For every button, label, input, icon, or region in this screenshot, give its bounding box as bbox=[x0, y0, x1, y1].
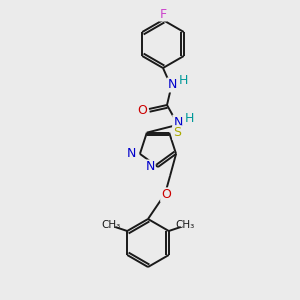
Text: S: S bbox=[173, 126, 181, 139]
Text: O: O bbox=[161, 188, 171, 201]
Text: F: F bbox=[159, 8, 167, 20]
Text: CH₃: CH₃ bbox=[102, 220, 121, 230]
Text: H: H bbox=[178, 74, 188, 88]
Text: N: N bbox=[167, 79, 177, 92]
Text: H: H bbox=[184, 112, 194, 124]
Text: CH₃: CH₃ bbox=[175, 220, 194, 230]
Text: O: O bbox=[137, 103, 147, 116]
Text: N: N bbox=[127, 147, 136, 161]
Text: N: N bbox=[145, 160, 155, 173]
Text: N: N bbox=[173, 116, 183, 128]
